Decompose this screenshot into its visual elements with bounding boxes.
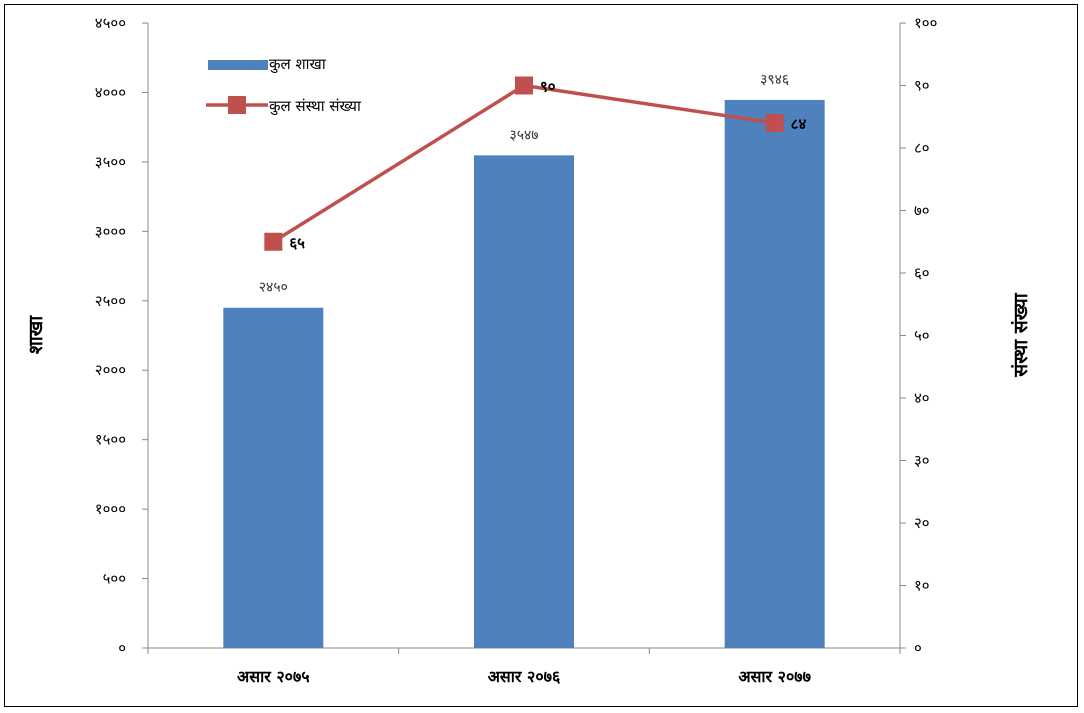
legend-label-line: कुल संस्था संख्या — [269, 97, 362, 116]
bar-data-label: २४५० — [259, 280, 288, 296]
legend-layer: कुल शाखा कुल संस्था संख्या — [206, 55, 362, 116]
y-axis-right-title: संस्था संख्या — [1010, 292, 1032, 378]
line-marker — [765, 114, 784, 132]
line-layer — [264, 76, 784, 251]
y-right-tick-label: १० — [914, 577, 930, 595]
bar — [474, 155, 574, 648]
labels-layer: २४५० ३५४७ ३९४६ ६५ ९० ८४ — [259, 72, 807, 296]
line-marker — [515, 76, 533, 95]
y-left-tick-label: ३००० — [95, 222, 126, 240]
y-right-tick-label: ९० — [914, 77, 930, 95]
y-right-tick-label: ४० — [914, 389, 930, 407]
y-left-tick-label: ४५०० — [95, 14, 126, 32]
x-tick-label: असार २०७५ — [237, 667, 310, 686]
y-right-tick-label: ५० — [914, 327, 930, 345]
y-axis-left-title: शाखा — [25, 315, 47, 354]
y-left-tick-label: १००० — [95, 500, 126, 518]
line-marker — [264, 232, 283, 251]
bar — [223, 307, 324, 648]
legend-swatch-bars — [208, 60, 268, 70]
y-right-tick-label: १०० — [914, 14, 937, 32]
line-data-label: ९० — [540, 78, 556, 96]
y-left-tick-label: २००० — [95, 361, 126, 379]
chart-svg: ० ५०० १००० १५०० २००० २५०० ३००० ३५०० ४००० ४५०० ० १० २… — [25, 14, 1032, 686]
bar-data-label: ३९४६ — [760, 72, 789, 88]
y-right-tick-label: ६० — [914, 264, 930, 282]
axes-layer: ० ५०० १००० १५०० २००० २५०० ३००० ३५०० ४००० ४५०० ० १० २… — [95, 14, 938, 686]
y-left-tick-label: ३५०० — [95, 153, 126, 171]
line-data-label: ६५ — [289, 234, 305, 252]
y-left-tick-label: ४००० — [95, 83, 126, 101]
y-right-tick-label: ३० — [914, 452, 930, 470]
y-left-tick-label: २५०० — [95, 292, 126, 310]
y-left-tick-label: १५०० — [95, 431, 126, 449]
legend-swatch-marker — [228, 96, 246, 114]
y-right-tick-label: २० — [914, 514, 930, 532]
y-right-tick-label: ० — [914, 639, 922, 657]
y-right-tick-label: ८० — [914, 139, 930, 157]
y-right-tick-label: ७० — [914, 202, 930, 220]
y-left-tick-label: ५०० — [103, 570, 126, 588]
x-tick-label: असार २०७६ — [488, 667, 561, 686]
chart-frame: ० ५०० १००० १५०० २००० २५०० ३००० ३५०० ४००० ४५०० ० १० २… — [4, 4, 1078, 707]
x-tick-label: असार २०७७ — [738, 667, 811, 686]
bar-data-label: ३५४७ — [509, 127, 538, 143]
y-left-tick-label: ० — [118, 639, 126, 657]
bar — [724, 99, 825, 648]
bars-layer — [223, 99, 825, 648]
legend-label-bars: कुल शाखा — [269, 55, 327, 74]
line-data-label: ८४ — [791, 115, 807, 133]
